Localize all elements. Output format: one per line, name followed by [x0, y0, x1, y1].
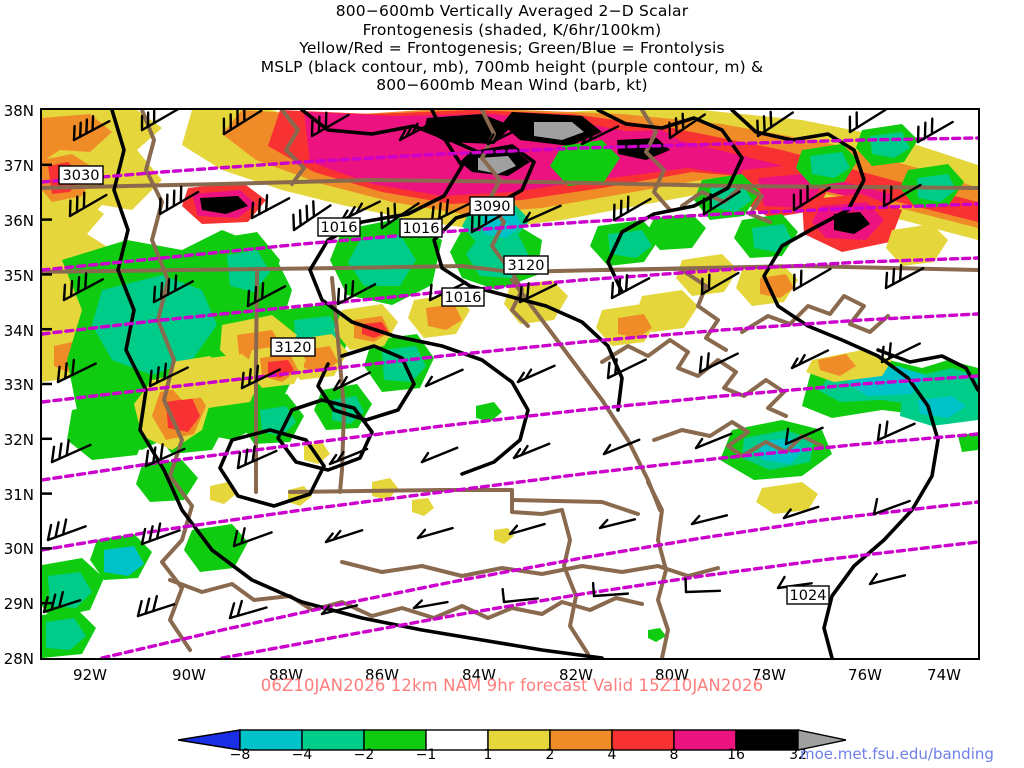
- colorbar[interactable]: −8 −4 −2 −1 1 2 4 8 16 32: [177, 729, 847, 763]
- height-contours: [42, 136, 978, 658]
- x-tick-label: 84W: [462, 666, 496, 684]
- height-label: 3120: [503, 255, 549, 275]
- x-tick-label: 82W: [559, 666, 593, 684]
- title-line-4: MSLP (black contour, mb), 700mb height (…: [260, 57, 764, 76]
- mslp-label: 1024: [786, 585, 830, 605]
- height-label: 3090: [469, 196, 515, 216]
- svg-text:1024: 1024: [790, 588, 827, 604]
- chart-title: 800−600mb Vertically Averaged 2−D Scalar…: [0, 2, 1024, 95]
- colorbar-tick: −8: [229, 747, 251, 763]
- mslp-label: 1016: [399, 218, 443, 238]
- y-tick-label: 28N: [3, 650, 34, 668]
- y-tick-label: 37N: [3, 157, 34, 175]
- site-watermark[interactable]: moe.met.fsu.edu/banding: [800, 745, 994, 763]
- title-line-2: Frontogenesis (shaded, K/6hr/100km): [362, 20, 662, 39]
- svg-text:1016: 1016: [321, 220, 358, 236]
- title-line-3: Yellow/Red = Frontogenesis; Green/Blue =…: [299, 39, 725, 58]
- mslp-label: 1016: [441, 287, 485, 307]
- map-panel[interactable]: 1016 1016 1016 1024: [40, 108, 980, 660]
- y-tick-label: 34N: [3, 322, 34, 340]
- forecast-caption: 06Z10JAN2026 12km NAM 9hr forecast Valid…: [260, 676, 764, 695]
- colorbar-tick: −4: [291, 747, 313, 763]
- mslp-contours: [110, 110, 978, 658]
- y-tick-label: 32N: [3, 431, 34, 449]
- svg-text:1016: 1016: [403, 221, 440, 237]
- y-tick-label: 30N: [3, 540, 34, 558]
- colorbar-swatches: [177, 729, 847, 751]
- colorbar-tick: 2: [545, 747, 555, 763]
- height-label: 3030: [58, 165, 104, 185]
- colorbar-tick: −1: [415, 747, 437, 763]
- x-tick-label: 88W: [269, 666, 303, 684]
- y-tick-label: 31N: [3, 486, 34, 504]
- x-tick-label: 78W: [752, 666, 786, 684]
- svg-text:3120: 3120: [275, 340, 312, 356]
- x-tick-label: 76W: [848, 666, 882, 684]
- wind-barbs: [42, 110, 954, 620]
- svg-text:1016: 1016: [445, 290, 482, 306]
- y-tick-label: 38N: [3, 102, 34, 120]
- axis-ticks: [42, 163, 52, 605]
- mslp-label: 1016: [317, 217, 361, 237]
- y-tick-label: 36N: [3, 212, 34, 230]
- colorbar-tick: 8: [669, 747, 679, 763]
- colorbar-tick: 1: [483, 747, 493, 763]
- y-tick-label: 33N: [3, 376, 34, 394]
- colorbar-tick: 16: [727, 747, 745, 763]
- x-tick-label: 90W: [172, 666, 206, 684]
- y-tick-label: 29N: [3, 595, 34, 613]
- x-tick-label: 74W: [927, 666, 961, 684]
- svg-text:3030: 3030: [63, 168, 100, 184]
- colorbar-tick: 32: [789, 747, 807, 763]
- y-tick-label: 35N: [3, 267, 34, 285]
- map-graphics: 1016 1016 1016 1024: [42, 110, 978, 658]
- svg-text:3090: 3090: [474, 199, 511, 215]
- x-tick-label: 86W: [365, 666, 399, 684]
- x-tick-label: 92W: [73, 666, 107, 684]
- colorbar-tick: 4: [607, 747, 617, 763]
- svg-text:3120: 3120: [508, 258, 545, 274]
- height-label: 3120: [270, 337, 316, 357]
- title-line-1: 800−600mb Vertically Averaged 2−D Scalar: [335, 2, 689, 20]
- colorbar-tick: −2: [353, 747, 375, 763]
- title-line-5: 800−600mb Mean Wind (barb, kt): [376, 76, 648, 95]
- x-tick-label: 80W: [655, 666, 689, 684]
- contour-labels: 1016 1016 1016 1024: [58, 165, 830, 605]
